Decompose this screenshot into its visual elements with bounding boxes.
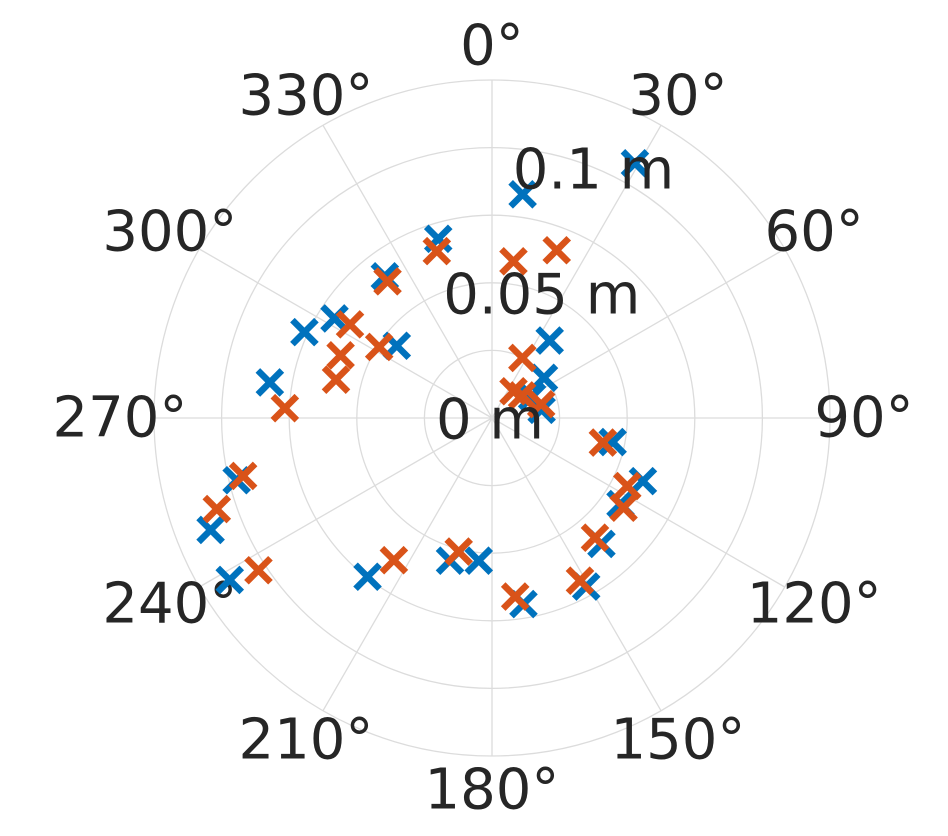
polar-grid [153, 79, 831, 757]
data-point-marker [255, 368, 285, 397]
data-point-marker [373, 267, 402, 296]
angle-tick-label: 120° [747, 572, 882, 637]
data-point-marker [196, 515, 225, 545]
data-point-marker [580, 523, 610, 553]
angular-grid-spoke [322, 417, 493, 712]
angle-tick-label: 90° [814, 386, 913, 451]
radius-tick-label: 0.1 m [513, 138, 674, 203]
data-point-marker [244, 555, 273, 585]
data-point-marker [612, 471, 642, 501]
data-markers [196, 149, 658, 619]
data-point-marker [364, 332, 394, 362]
data-point-marker [609, 493, 638, 523]
angle-tick-label: 270° [53, 386, 188, 451]
angle-tick-labels: 0° 30° 60° 90° 120° 150° 180° 210° 240° 270° 300° 3… [53, 14, 914, 823]
data-point-marker [542, 235, 572, 265]
data-point-marker [290, 317, 319, 347]
radius-tick-label: 0 m [436, 388, 544, 453]
angle-tick-label: 30° [628, 63, 727, 128]
data-point-marker [464, 546, 494, 575]
data-point-marker [535, 326, 564, 355]
data-point-marker [379, 545, 409, 575]
data-point-marker [321, 365, 351, 394]
data-point-marker [320, 304, 349, 333]
angular-grid-spoke [491, 417, 786, 588]
angular-grid-spoke [491, 417, 662, 712]
data-point-marker [620, 149, 650, 178]
angular-grid-spoke [491, 124, 662, 419]
data-point-marker [508, 180, 537, 209]
data-point-marker [598, 427, 627, 457]
angle-tick-label: 240° [102, 572, 237, 637]
angle-tick-label: 210° [239, 708, 374, 773]
radius-tick-label: 0.05 m [443, 263, 640, 328]
angle-tick-label: 60° [765, 200, 864, 265]
data-point-marker [588, 428, 618, 457]
angle-tick-label: 330° [239, 63, 374, 128]
angular-grid-spoke [322, 124, 493, 419]
data-point-marker [499, 246, 528, 276]
data-point-marker [228, 461, 258, 491]
angle-tick-label: 300° [102, 200, 237, 265]
angular-grid-spoke [198, 248, 493, 419]
data-point-marker [335, 310, 365, 339]
angle-tick-label: 180° [425, 758, 560, 823]
data-point-marker [527, 395, 556, 425]
data-point-marker [215, 565, 245, 595]
data-point-marker [444, 537, 474, 566]
data-point-marker [422, 236, 452, 266]
data-point-marker [202, 494, 232, 524]
data-point-marker [508, 343, 537, 373]
radius-tick-labels: 0 m 0.05 m 0.1 m [436, 138, 674, 453]
data-point-marker [507, 381, 537, 410]
data-point-marker [526, 389, 556, 419]
data-point-marker [565, 566, 595, 595]
data-point-marker [353, 562, 382, 592]
data-point-marker [270, 393, 300, 423]
angle-tick-label: 0° [460, 14, 524, 79]
angle-tick-label: 150° [611, 708, 746, 773]
data-point-marker [326, 340, 355, 370]
data-point-marker [500, 582, 530, 611]
